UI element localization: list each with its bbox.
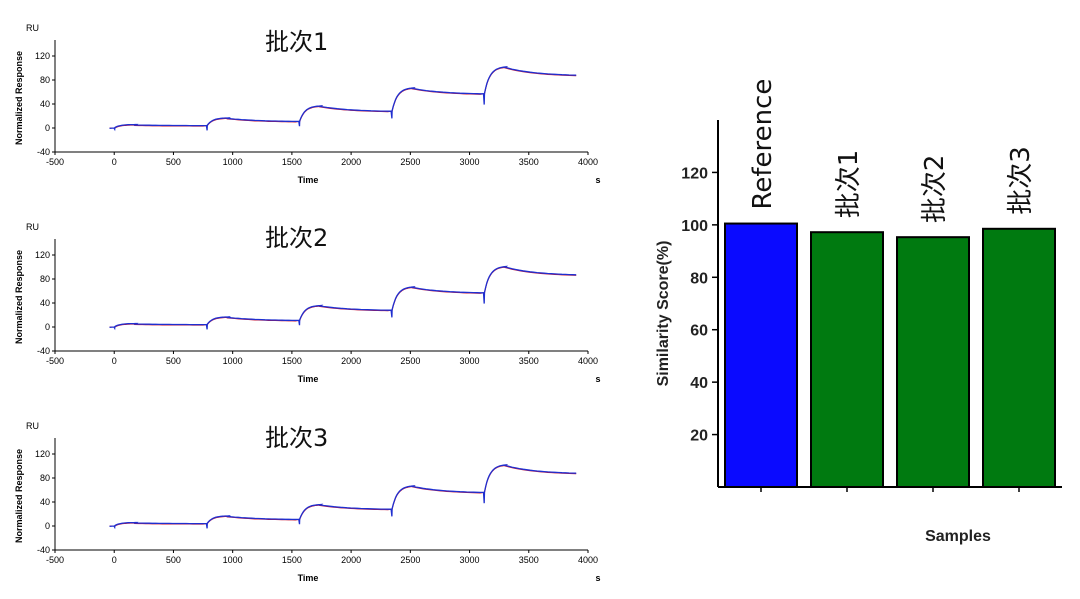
x-tick-label: 1000 [223, 356, 243, 366]
fit-curve [109, 464, 577, 527]
x-unit-label: s [595, 374, 600, 384]
bar-y-tick-label: 60 [690, 323, 708, 340]
x-tick-label: 2500 [400, 555, 420, 565]
y-tick-label: 80 [40, 473, 50, 483]
x-tick-label: 3500 [519, 555, 539, 565]
x-tick-label: 500 [166, 356, 181, 366]
bar-y-tick-label: 120 [681, 165, 708, 182]
x-unit-label: s [595, 175, 600, 185]
x-tick-label: 3000 [460, 157, 480, 167]
panel-title: 批次1 [265, 28, 328, 56]
bar-y-tick-label: 20 [690, 428, 708, 445]
x-tick-label: 2000 [341, 356, 361, 366]
bar-y-tick-label: 80 [690, 270, 708, 287]
y-tick-label: 80 [40, 75, 50, 85]
y-tick-label: 80 [40, 274, 50, 284]
bar-category-label: Reference [748, 79, 778, 210]
y-tick-label: -40 [37, 147, 50, 157]
x-tick-label: 500 [166, 555, 181, 565]
x-tick-label: -500 [46, 555, 64, 565]
y-tick-label: 120 [35, 250, 50, 260]
x-tick-label: 0 [112, 555, 117, 565]
panel-title: 批次2 [265, 224, 328, 252]
x-tick-label: 1500 [282, 356, 302, 366]
x-axis-label: Time [298, 573, 319, 583]
x-tick-label: 500 [166, 157, 181, 167]
measured-curve [109, 464, 577, 530]
bar [896, 236, 970, 488]
x-tick-label: 3000 [460, 555, 480, 565]
x-tick-label: 2000 [341, 157, 361, 167]
y-tick-label: 0 [45, 521, 50, 531]
y-unit-label: RU [26, 222, 39, 232]
x-unit-label: s [595, 573, 600, 583]
y-unit-label: RU [26, 23, 39, 33]
x-tick-label: 4000 [578, 356, 598, 366]
y-tick-label: -40 [37, 346, 50, 356]
measured-curve [109, 265, 577, 331]
x-tick-label: 3500 [519, 356, 539, 366]
similarity-bar-chart: 20 40 60 80 100 120 Similarity Score(%) Samples… [655, 79, 1062, 545]
y-tick-label: 120 [35, 449, 50, 459]
x-tick-label: 1000 [223, 555, 243, 565]
bar-category-label: 批次1 [834, 150, 864, 219]
x-tick-label: -500 [46, 356, 64, 366]
y-axis-label: Normalized Response [14, 51, 24, 145]
measured-curve [109, 66, 577, 132]
y-tick-label: -40 [37, 545, 50, 555]
y-tick-label: 0 [45, 322, 50, 332]
x-tick-label: 3000 [460, 356, 480, 366]
x-tick-label: 0 [112, 356, 117, 366]
y-tick-label: 40 [40, 99, 50, 109]
y-tick-label: 120 [35, 51, 50, 61]
bar-y-tick-label: 100 [681, 218, 708, 235]
bar-y-axis-label: Similarity Score(%) [655, 241, 672, 387]
bar-x-axis-label: Samples [925, 528, 991, 545]
x-axis-label: Time [298, 374, 319, 384]
fit-curve [109, 266, 577, 328]
sensorgram-panel-2: 批次2 RU Normalized Response Time s -40 0 40 80 120… [14, 222, 601, 384]
fit-curve [109, 66, 577, 129]
x-tick-label: 4000 [578, 157, 598, 167]
y-axis-label: Normalized Response [14, 449, 24, 543]
x-axis-label: Time [298, 175, 319, 185]
y-axis-label: Normalized Response [14, 250, 24, 344]
x-tick-label: 2500 [400, 356, 420, 366]
y-tick-label: 0 [45, 123, 50, 133]
x-tick-label: 1500 [282, 555, 302, 565]
x-tick-label: 2000 [341, 555, 361, 565]
sensorgram-panel-1: 批次1 RU Normalized Response Time s -40 0 40 80 120… [14, 23, 601, 185]
panel-title: 批次3 [265, 424, 328, 452]
x-tick-label: 0 [112, 157, 117, 167]
bar-y-tick-label: 40 [690, 375, 708, 392]
bar [724, 222, 798, 489]
x-tick-label: 2500 [400, 157, 420, 167]
y-tick-label: 40 [40, 497, 50, 507]
bar [810, 231, 884, 488]
y-unit-label: RU [26, 421, 39, 431]
x-tick-label: 1500 [282, 157, 302, 167]
bar-category-label: 批次3 [1006, 146, 1036, 215]
x-tick-label: 3500 [519, 157, 539, 167]
bar [982, 227, 1056, 489]
x-tick-label: -500 [46, 157, 64, 167]
x-tick-label: 4000 [578, 555, 598, 565]
bar-category-label: 批次2 [920, 155, 950, 224]
y-tick-label: 40 [40, 298, 50, 308]
x-tick-label: 1000 [223, 157, 243, 167]
sensorgram-panel-3: 批次3 RU Normalized Response Time s -40 0 40 80 120… [14, 421, 601, 583]
